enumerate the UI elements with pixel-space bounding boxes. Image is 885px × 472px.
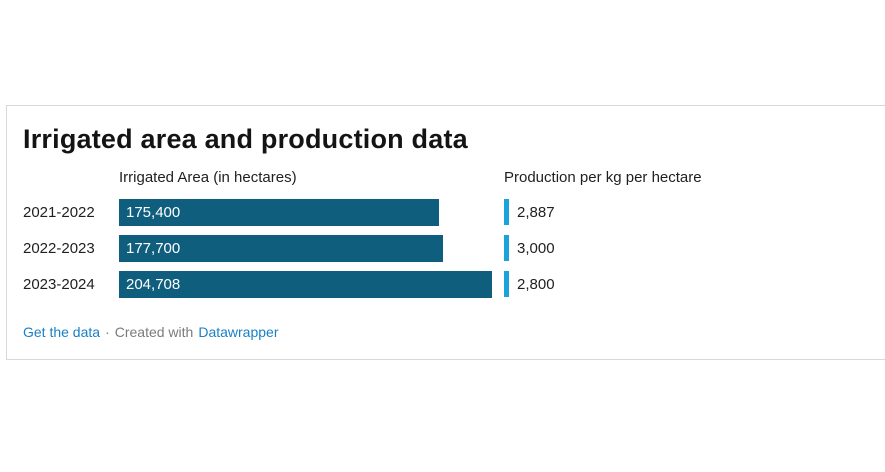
get-the-data-link[interactable]: Get the data [23, 324, 101, 340]
production-tick [504, 271, 509, 297]
area-bar: 175,400 [119, 198, 439, 226]
column-headers: Irrigated Area (in hectares) Production … [23, 169, 870, 186]
year-label: 2021-2022 [23, 203, 95, 221]
bar-value-label: 177,700 [126, 239, 181, 257]
page-title: Irrigated area and production data [23, 124, 468, 154]
datawrapper-link[interactable]: Datawrapper [198, 324, 279, 340]
production-tick [504, 199, 509, 225]
chart-footer: Get the data · Created with Datawrapper [23, 324, 870, 340]
column-header-production: Production per kg per hectare [504, 169, 702, 186]
production-cell: 2,800 [492, 271, 870, 297]
bar-value-label: 204,708 [126, 275, 181, 293]
area-bar: 177,700 [119, 234, 443, 262]
production-value: 3,000 [517, 239, 555, 257]
bar-track: 204,708 [119, 270, 492, 298]
separator-dot: · [105, 324, 110, 340]
year-label: 2022-2023 [23, 239, 95, 257]
production-cell: 2,887 [492, 199, 870, 225]
column-header-irrigated-area: Irrigated Area (in hectares) [119, 169, 297, 186]
production-cell: 3,000 [492, 235, 870, 261]
table-row: 2022-2023 177,700 3,000 [23, 230, 870, 266]
area-bar: 204,708 [119, 270, 492, 298]
chart-card: Irrigated area and production data Irrig… [6, 105, 885, 360]
bar-value-label: 175,400 [126, 203, 181, 221]
production-tick [504, 235, 509, 261]
production-value: 2,887 [517, 203, 555, 221]
production-value: 2,800 [517, 275, 555, 293]
table-row: 2021-2022 175,400 2,887 [23, 194, 870, 230]
table-row: 2023-2024 204,708 2,800 [23, 266, 870, 302]
created-with-text: Created with [114, 324, 194, 340]
bar-track: 177,700 [119, 234, 492, 262]
bar-track: 175,400 [119, 198, 492, 226]
year-label: 2023-2024 [23, 275, 95, 293]
